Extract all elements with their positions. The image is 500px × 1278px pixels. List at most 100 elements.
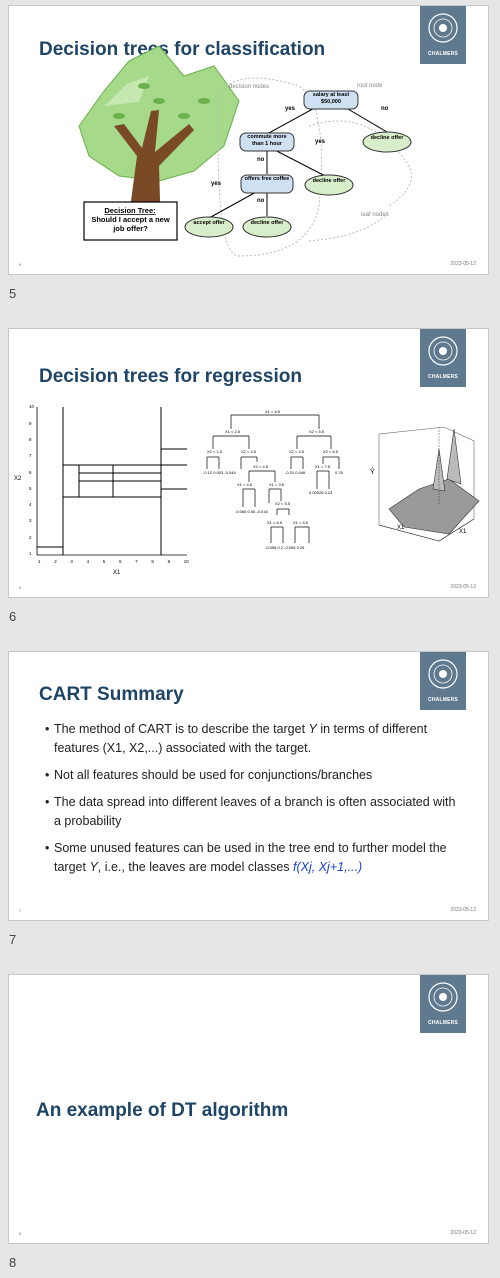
edge-no-label: no bbox=[257, 198, 265, 204]
x-tick-label: 6 bbox=[119, 559, 122, 564]
y-tick-label: 2 bbox=[29, 534, 32, 540]
node-commute bbox=[239, 132, 295, 152]
slide-7[interactable]: CART Summary CHALMERS The method of CART… bbox=[8, 651, 489, 921]
tree-node-label: -0.31 0.046 bbox=[285, 470, 306, 475]
node-salary bbox=[303, 90, 359, 110]
footer-slide-number: 5 bbox=[19, 262, 22, 267]
slide-6[interactable]: Decision trees for regression CHALMERS bbox=[8, 328, 489, 598]
bullet-item: The method of CART is to describe the ta… bbox=[45, 720, 465, 758]
tree-node-label: X2 < 5.5 bbox=[275, 501, 291, 506]
slide-thumbnail-number: 5 bbox=[9, 286, 17, 301]
edge-yes-label: yes bbox=[211, 181, 222, 187]
regression-figures bbox=[36, 407, 480, 556]
y-tick-label: 3 bbox=[29, 518, 32, 524]
footer-slide-number: 8 bbox=[19, 1231, 22, 1236]
y-tick-label: 8 bbox=[29, 436, 32, 442]
logo-text: CHALMERS bbox=[428, 374, 458, 380]
caption-body: Should I accept a new job offer? bbox=[91, 215, 170, 233]
node-salary-label: salary at least $50,000 bbox=[312, 92, 350, 105]
slide-title: Decision trees for classification bbox=[39, 39, 326, 60]
y-tick-label: 9 bbox=[29, 420, 32, 426]
chalmers-logo: CHALMERS bbox=[420, 975, 466, 1033]
node-coffee bbox=[240, 174, 294, 194]
tree-node-label: -0.096 0.2 -0.095 0.26 bbox=[265, 545, 305, 550]
logo-text: CHALMERS bbox=[428, 51, 458, 57]
logo-text: CHALMERS bbox=[428, 697, 458, 703]
decision-nodes-label: decision nodes bbox=[229, 84, 270, 90]
tree-node-label: X1 < 5.5 bbox=[293, 520, 309, 525]
edge-no-label: no bbox=[257, 157, 265, 163]
caption-title: Decision Tree: bbox=[104, 206, 155, 215]
edge-no-label: no bbox=[381, 106, 389, 112]
y-tick-label: 6 bbox=[29, 469, 32, 475]
x-tick-label: 8 bbox=[151, 559, 154, 564]
footer-date: 2023-05-12 bbox=[450, 907, 476, 913]
slide-title: CART Summary bbox=[39, 684, 184, 705]
plot-xlabel: X1 bbox=[113, 570, 121, 576]
y-tick-label: 7 bbox=[29, 453, 32, 459]
x-tick-label: 2 bbox=[54, 559, 57, 564]
tree-node-label: X2 < 1.5 bbox=[207, 449, 223, 454]
bullet-list: The method of CART is to describe the ta… bbox=[45, 720, 465, 885]
leaf-decline-1-label: decline offer bbox=[370, 135, 404, 141]
tree-node-label: X1 < 6.5 bbox=[267, 520, 283, 525]
chalmers-logo: CHALMERS bbox=[420, 652, 466, 710]
chalmers-logo: CHALMERS bbox=[420, 6, 466, 64]
slide-5[interactable]: Decision trees for classification CHALME… bbox=[8, 5, 489, 275]
tree-illustration-icon bbox=[78, 45, 240, 231]
leaf-decline-3 bbox=[242, 216, 292, 238]
tree-node-label: X1 < 8.5 bbox=[265, 409, 281, 414]
y-tick-label: 4 bbox=[29, 502, 32, 508]
footer-date: 2023-05-12 bbox=[450, 1230, 476, 1236]
tree-node-label: -0.12 0.003 -0.044 bbox=[203, 470, 236, 475]
leaf-decline-1 bbox=[362, 131, 412, 153]
slide-thumbnail-number: 8 bbox=[9, 1255, 17, 1270]
footer-slide-number: 6 bbox=[19, 585, 22, 590]
edge-yes-label: yes bbox=[285, 106, 296, 112]
slide-thumbnail-number: 6 bbox=[9, 609, 17, 624]
partition-plot bbox=[36, 407, 187, 556]
y-tick-label: 10 bbox=[29, 404, 35, 410]
bullet-item: Some unused features can be used in the … bbox=[45, 839, 465, 877]
surface-zlabel: Ŷ bbox=[370, 469, 375, 476]
bullet-item: Not all features should be used for conj… bbox=[45, 766, 465, 785]
tree-node-label: X1 < 7.5 bbox=[315, 464, 331, 469]
decision-tree-diagram: Decision Tree: Should I accept a new job… bbox=[78, 45, 412, 257]
footer-slide-number: 7 bbox=[19, 908, 22, 913]
slide-title: An example of DT algorithm bbox=[36, 1100, 289, 1121]
tree-node-label: X2 < 4.5 bbox=[241, 449, 257, 454]
x-tick-label: 10 bbox=[183, 559, 189, 564]
tree-node-label: X2 < 4.5 bbox=[253, 464, 269, 469]
bullet-item: The data spread into different leaves of… bbox=[45, 793, 465, 831]
x-tick-label: 4 bbox=[86, 559, 90, 564]
x-tick-label: 7 bbox=[135, 559, 138, 564]
surface-ylabel: X1 bbox=[459, 529, 467, 535]
x-tick-label: 5 bbox=[102, 559, 106, 564]
leaf-accept-label: accept offer bbox=[193, 220, 225, 226]
tree-node-label: X2 < 4.5 bbox=[289, 449, 305, 454]
x-tick-label: 1 bbox=[38, 559, 41, 564]
regression-surface-plot bbox=[378, 426, 480, 542]
tree-node-label: 0.76 bbox=[335, 470, 343, 475]
edge-yes-label: yes bbox=[315, 139, 326, 145]
node-coffee-label: offers free coffee bbox=[244, 176, 290, 182]
leaf-decline-2-label: decline offer bbox=[312, 178, 346, 184]
leaf-accept bbox=[184, 216, 234, 238]
slide-8[interactable]: An example of DT algorithm CHALMERS 8 20… bbox=[8, 974, 489, 1244]
tree-node-label: 0.00026 0.23 bbox=[309, 490, 333, 495]
node-commute-label: commute more than 1 hour bbox=[247, 134, 287, 147]
y-tick-label: 5 bbox=[29, 485, 32, 491]
tree-node-label: X1 < 4.5 bbox=[237, 482, 253, 487]
slide-title: Decision trees for regression bbox=[39, 366, 302, 387]
caption-box bbox=[83, 201, 178, 241]
x-tick-label: 3 bbox=[70, 559, 73, 564]
footer-date: 2023-05-12 bbox=[450, 584, 476, 590]
chalmers-logo: CHALMERS bbox=[420, 329, 466, 387]
surface-xlabel: X1 bbox=[397, 525, 405, 531]
leaf-nodes-label: leaf nodes bbox=[361, 212, 389, 218]
leaf-decline-2 bbox=[304, 174, 354, 196]
tree-node-label: X2 < 6.5 bbox=[323, 449, 339, 454]
tree-node-label: X1 < 3.5 bbox=[269, 482, 285, 487]
root-node-label: root node bbox=[357, 83, 383, 89]
slide-thumbnail-number: 7 bbox=[9, 932, 17, 947]
